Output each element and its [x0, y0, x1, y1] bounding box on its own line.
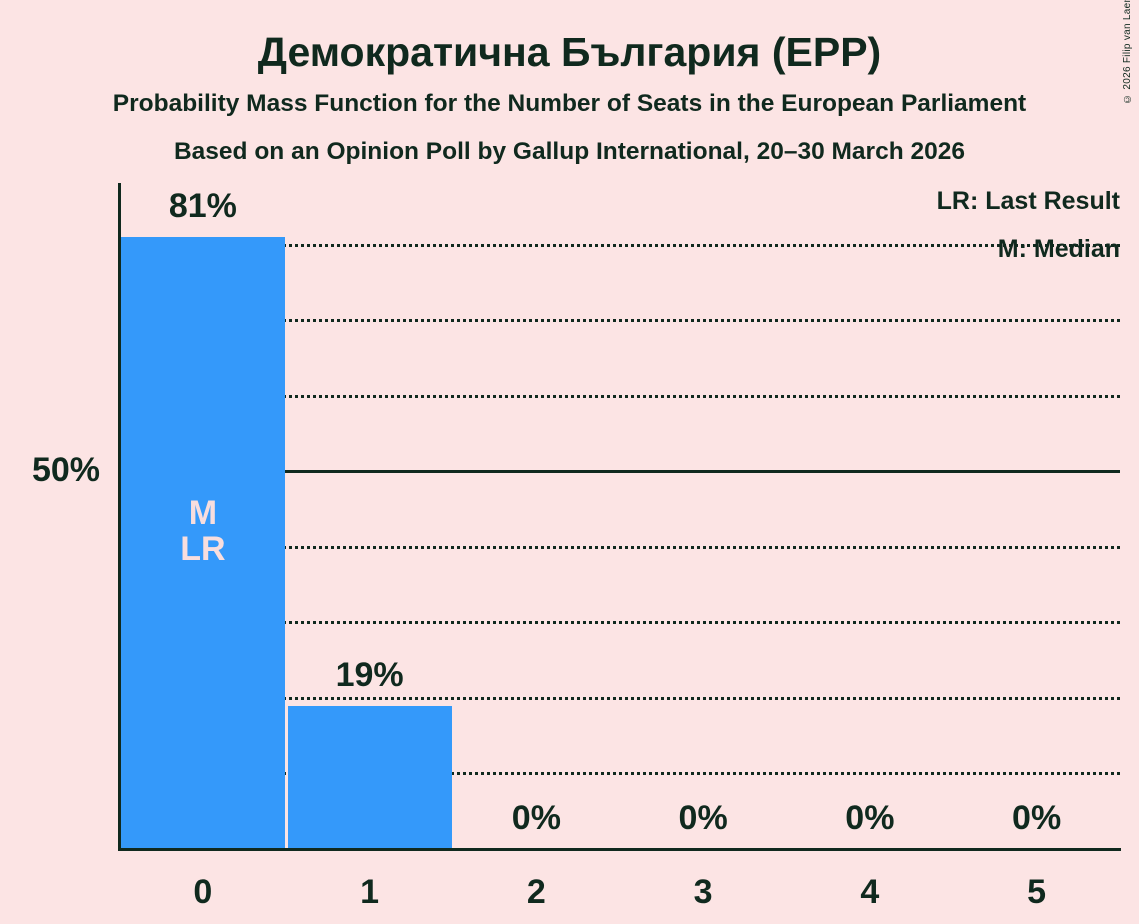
- bar-annotation-line: LR: [180, 530, 226, 569]
- bar-value-label-5: 0%: [1012, 799, 1062, 837]
- bar-value-label-1: 19%: [335, 655, 404, 694]
- bar-annotation-line: M: [188, 494, 218, 533]
- chart-subtitle-poll: Based on an Opinion Poll by Gallup Inter…: [173, 138, 965, 165]
- x-axis-line: [117, 847, 1121, 851]
- bar-annotation-median-last-result: M LR: [133, 495, 273, 567]
- bar-value-label-3: 0%: [678, 799, 728, 837]
- x-tick-label-3: 3: [693, 873, 713, 911]
- gridline-80pct: [119, 243, 1120, 247]
- x-tick-label-0: 0: [193, 873, 213, 911]
- y-axis-line: [117, 183, 121, 850]
- gridline-60pct: [119, 394, 1120, 398]
- gridline-30pct: [119, 621, 1120, 624]
- chart-title: Демократична България (EPP): [257, 29, 882, 75]
- bar-1: [287, 705, 452, 849]
- gridline-20pct: [119, 696, 1120, 700]
- gridline-10pct: [119, 772, 1120, 775]
- x-tick-label-1: 1: [360, 873, 380, 911]
- chart-subtitle-pmf: Probability Mass Function for the Number…: [112, 90, 1027, 117]
- copyright-notice: © 2026 Filip van Laenen: [1122, 0, 1133, 104]
- bar-value-label-2: 0%: [511, 799, 561, 837]
- bar-value-label-0: 81%: [168, 187, 237, 226]
- gridline-50pct-solid: [119, 470, 1120, 473]
- x-tick-label-4: 4: [860, 873, 880, 911]
- x-tick-label-2: 2: [526, 873, 546, 911]
- bar-0: [121, 237, 285, 849]
- gridline-40pct: [119, 545, 1120, 549]
- legend-last-result: LR: Last Result: [936, 187, 1120, 215]
- x-tick-label-5: 5: [1027, 873, 1047, 911]
- legend-median: M: Median: [997, 235, 1120, 263]
- bar-value-label-4: 0%: [845, 799, 895, 837]
- gridline-70pct: [119, 319, 1120, 322]
- y-axis-tick-50-percent: 50%: [31, 451, 100, 489]
